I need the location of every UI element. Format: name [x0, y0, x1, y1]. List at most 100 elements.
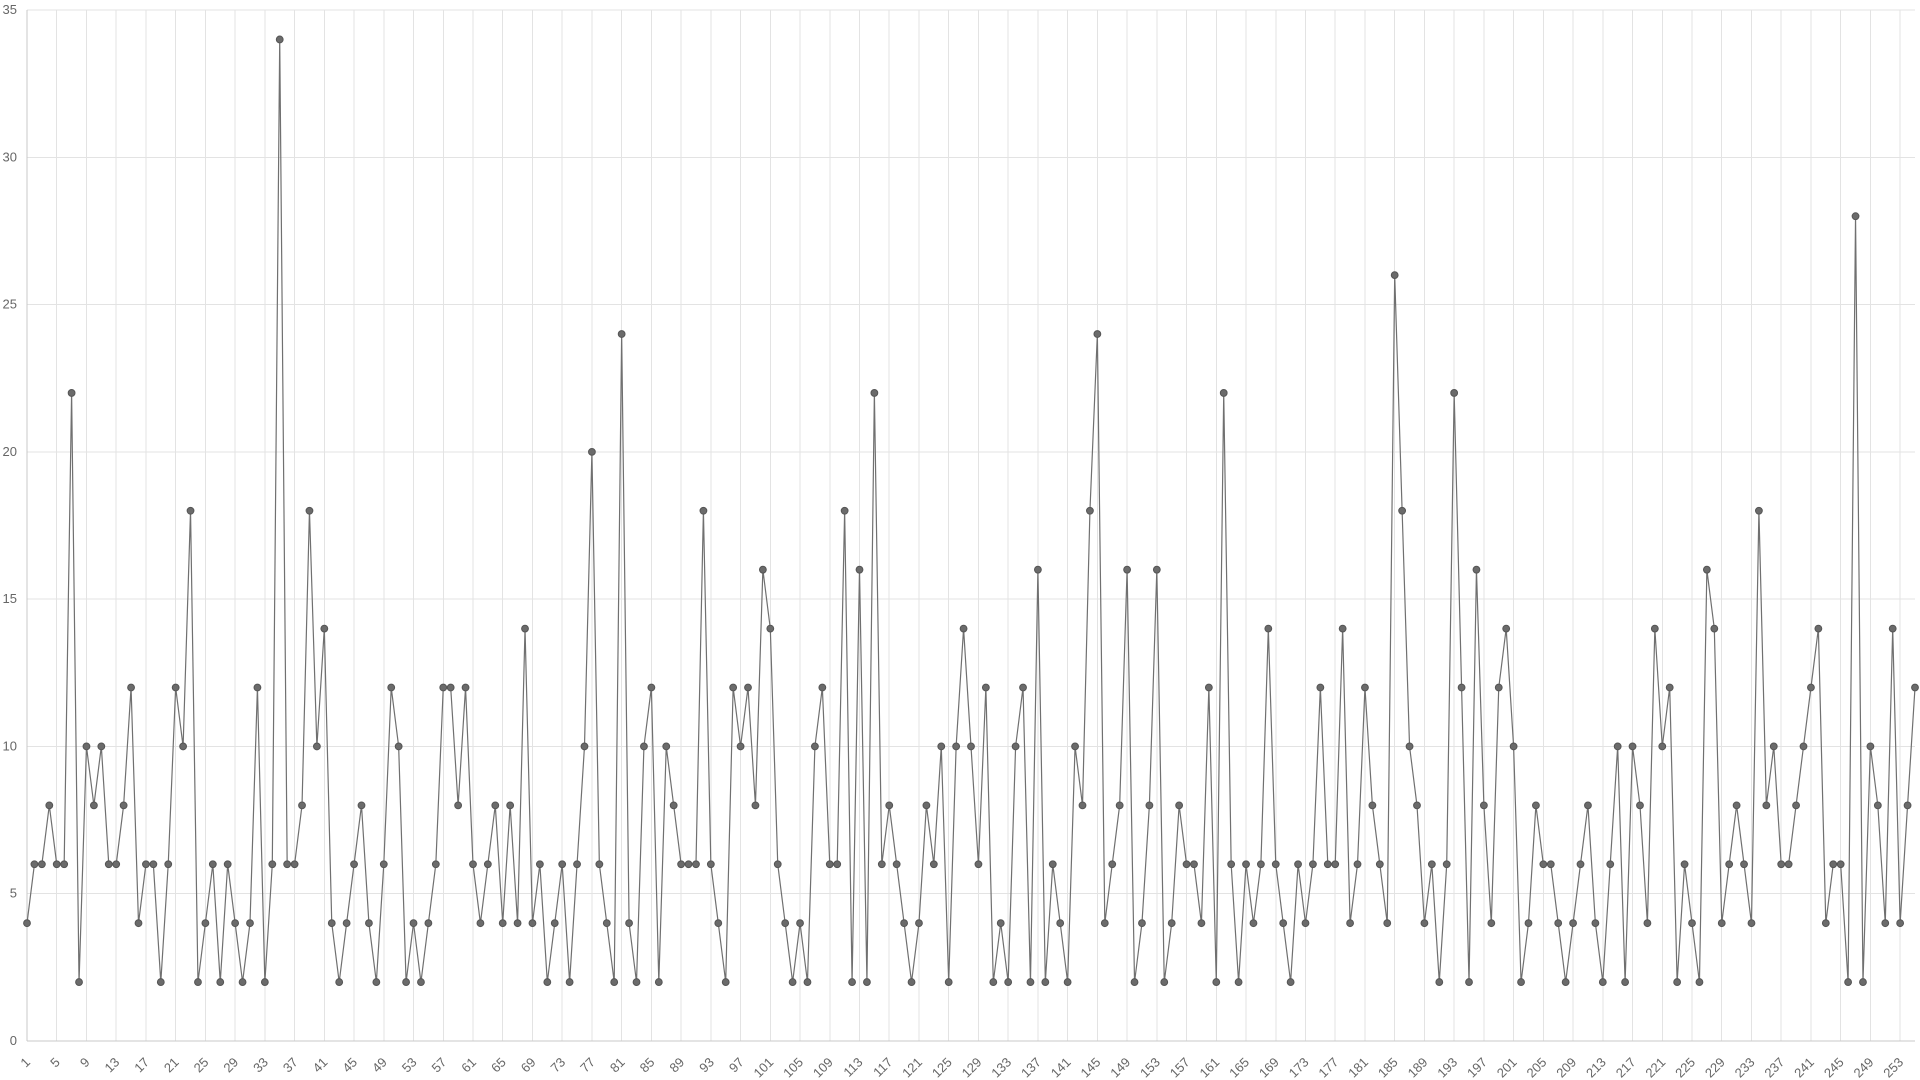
x-tick-label: 105: [780, 1055, 806, 1080]
data-point: [194, 978, 202, 986]
y-tick-label: 30: [3, 149, 17, 164]
data-point: [1086, 506, 1094, 515]
data-point: [1479, 801, 1488, 810]
data-point: [1383, 919, 1392, 928]
x-tick-label: 37: [280, 1055, 301, 1076]
data-point: [1175, 801, 1184, 810]
data-point: [231, 919, 240, 928]
data-point: [1598, 978, 1607, 986]
data-point: [1309, 860, 1317, 869]
x-tick-label: 165: [1226, 1055, 1252, 1080]
data-point: [89, 801, 98, 810]
data-point: [350, 860, 358, 869]
data-point: [915, 919, 923, 928]
x-tick-label: 193: [1434, 1055, 1460, 1080]
y-tick-label: 0: [10, 1033, 17, 1048]
data-point: [1256, 860, 1265, 869]
data-point: [1048, 860, 1057, 869]
x-tick-label: 53: [399, 1055, 420, 1076]
data-point: [1807, 683, 1815, 692]
data-point: [669, 801, 678, 810]
data-point: [52, 860, 61, 869]
data-point: [1472, 565, 1481, 574]
data-point: [1063, 978, 1072, 986]
data-point: [60, 860, 69, 869]
data-point: [327, 919, 336, 928]
data-point: [550, 919, 559, 928]
data-point: [610, 978, 619, 986]
data-point: [1888, 624, 1897, 633]
data-point: [595, 860, 604, 869]
data-point: [1584, 801, 1592, 810]
data-point: [900, 919, 909, 928]
data-point: [721, 978, 730, 986]
data-point: [937, 742, 946, 751]
data-point: [142, 860, 150, 869]
data-point: [483, 860, 492, 869]
data-point: [1866, 742, 1875, 751]
data-point: [268, 860, 277, 869]
data-point: [1717, 919, 1726, 928]
data-point: [104, 860, 113, 869]
data-point: [565, 978, 574, 986]
data-point: [1836, 860, 1845, 869]
data-point: [1502, 624, 1511, 633]
data-point: [788, 978, 797, 986]
x-tick-label: 173: [1286, 1055, 1312, 1080]
x-tick-label: 17: [131, 1055, 152, 1076]
data-point: [394, 742, 403, 751]
data-point: [1130, 978, 1139, 986]
x-tick-label: 45: [339, 1055, 360, 1076]
x-tick-label: 201: [1494, 1055, 1520, 1080]
data-point: [156, 978, 165, 986]
data-point: [1271, 860, 1280, 869]
data-point: [1628, 742, 1637, 751]
data-point: [1100, 919, 1109, 928]
data-point: [1011, 742, 1020, 751]
data-point: [989, 978, 998, 986]
data-point: [1338, 624, 1347, 633]
data-point: [632, 978, 641, 986]
data-point: [1673, 978, 1682, 986]
data-point: [1353, 860, 1362, 869]
x-tick-label: 81: [607, 1055, 628, 1076]
data-point: [417, 978, 425, 986]
data-point: [179, 742, 187, 751]
data-point: [1234, 978, 1243, 986]
data-point: [402, 978, 410, 986]
data-point: [305, 506, 314, 515]
data-point: [1792, 801, 1800, 810]
x-tick-label: 41: [310, 1055, 331, 1076]
x-tick-label: 89: [666, 1055, 687, 1076]
data-point: [1844, 978, 1853, 986]
data-point: [1108, 860, 1117, 869]
x-tick-label: 121: [899, 1055, 925, 1080]
data-point: [863, 978, 871, 986]
data-point: [37, 860, 46, 869]
data-point: [1004, 978, 1013, 986]
data-point: [134, 919, 143, 928]
data-point: [1814, 624, 1823, 633]
x-tick-label: 137: [1018, 1055, 1044, 1080]
data-point: [357, 801, 366, 810]
x-tick-label: 69: [518, 1055, 539, 1076]
data-point: [1755, 506, 1763, 515]
data-point: [1799, 742, 1808, 751]
data-point: [1375, 860, 1384, 869]
x-tick-label: 97: [726, 1055, 747, 1076]
data-point: [424, 919, 433, 928]
data-point: [528, 919, 537, 928]
data-point: [186, 506, 195, 515]
data-point: [1331, 860, 1340, 869]
data-point: [298, 801, 306, 810]
data-point: [1026, 978, 1035, 986]
y-tick-label: 35: [3, 2, 17, 17]
y-tick-label: 10: [3, 738, 17, 753]
data-point: [1019, 683, 1027, 692]
x-tick-label: 169: [1256, 1055, 1282, 1080]
data-point: [736, 742, 745, 751]
data-point: [1613, 742, 1622, 751]
data-point: [476, 919, 485, 928]
